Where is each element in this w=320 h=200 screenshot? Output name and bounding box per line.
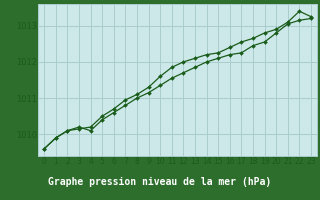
Text: Graphe pression niveau de la mer (hPa): Graphe pression niveau de la mer (hPa): [48, 177, 272, 187]
